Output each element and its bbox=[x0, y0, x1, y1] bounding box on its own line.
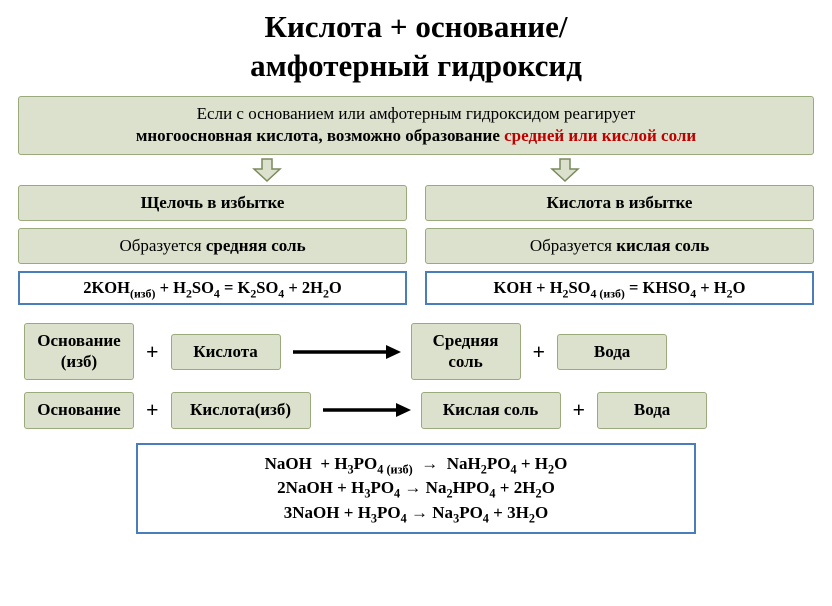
term-line: Основание bbox=[37, 331, 120, 350]
right-column: Кислота в избытке Образуется кислая соль… bbox=[425, 185, 814, 305]
right-header-box: Кислота в избытке bbox=[425, 185, 814, 221]
term-osnovanie-izb: Основание (изб) bbox=[24, 323, 134, 380]
right-result-bold: кислая соль bbox=[616, 236, 709, 255]
left-equation-box: 2KOH(изб) + H2SO4 = K2SO4 + 2H2O bbox=[18, 271, 407, 305]
left-result-pre: Образуется bbox=[119, 236, 205, 255]
term-voda: Вода bbox=[597, 392, 707, 428]
term-kislaya-sol: Кислая соль bbox=[421, 392, 561, 428]
intro-mid: многоосновная кислота, возможно образова… bbox=[136, 126, 504, 145]
left-header-box: Щелочь в избытке bbox=[18, 185, 407, 221]
right-arrow-icon bbox=[321, 400, 411, 420]
term-line: (изб) bbox=[61, 352, 97, 371]
plus-icon: + bbox=[571, 397, 588, 423]
examples-box: NaOH + H3PO4 (изб) → NaH2PO4 + H2O2NaOH … bbox=[136, 443, 696, 535]
plus-icon: + bbox=[144, 339, 161, 365]
two-columns: Щелочь в избытке Образуется средняя соль… bbox=[18, 185, 814, 305]
term-line: соль bbox=[448, 352, 482, 371]
title-line-1: Кислота + основание/ bbox=[264, 9, 567, 44]
page-title: Кислота + основание/ амфотерный гидрокси… bbox=[18, 8, 814, 86]
down-arrows-row bbox=[18, 157, 814, 183]
scheme-row-1: Основание (изб) + Кислота Средняя соль +… bbox=[24, 323, 808, 380]
intro-pre: Если с основанием или амфотерным гидрокс… bbox=[197, 104, 636, 123]
term-line: Средняя bbox=[433, 331, 499, 350]
intro-red: средней или кислой соли bbox=[504, 126, 696, 145]
term-srednyaya-sol: Средняя соль bbox=[411, 323, 521, 380]
term-kislota: Кислота bbox=[171, 334, 281, 370]
down-arrow-icon bbox=[252, 157, 282, 183]
plus-icon: + bbox=[531, 339, 548, 365]
scheme-row-2: Основание + Кислота(изб) Кислая соль + В… bbox=[24, 392, 808, 428]
term-voda: Вода bbox=[557, 334, 667, 370]
reaction-schemes: Основание (изб) + Кислота Средняя соль +… bbox=[18, 323, 814, 428]
right-result-pre: Образуется bbox=[530, 236, 616, 255]
left-column: Щелочь в избытке Образуется средняя соль… bbox=[18, 185, 407, 305]
left-result-box: Образуется средняя соль bbox=[18, 228, 407, 264]
term-kislota-izb: Кислота(изб) bbox=[171, 392, 311, 428]
term-osnovanie: Основание bbox=[24, 392, 134, 428]
intro-box: Если с основанием или амфотерным гидрокс… bbox=[18, 96, 814, 156]
plus-icon: + bbox=[144, 397, 161, 423]
left-result-bold: средняя соль bbox=[206, 236, 306, 255]
title-line-2: амфотерный гидроксид bbox=[250, 48, 582, 83]
down-arrow-icon bbox=[550, 157, 580, 183]
right-result-box: Образуется кислая соль bbox=[425, 228, 814, 264]
right-equation-box: KOH + H2SO4 (изб) = KHSO4 + H2O bbox=[425, 271, 814, 305]
right-arrow-icon bbox=[291, 342, 401, 362]
